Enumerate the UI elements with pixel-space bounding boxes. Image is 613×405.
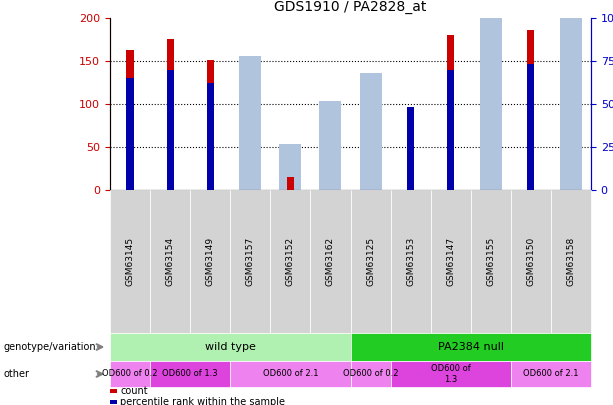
Text: OD600 of 0.2: OD600 of 0.2 <box>102 369 158 379</box>
Bar <box>167 38 173 190</box>
Bar <box>527 30 535 190</box>
Title: GDS1910 / PA2828_at: GDS1910 / PA2828_at <box>274 0 427 14</box>
Text: OD600 of 2.1: OD600 of 2.1 <box>262 369 318 379</box>
Bar <box>126 78 134 190</box>
Text: GSM63152: GSM63152 <box>286 237 295 286</box>
Bar <box>407 107 414 190</box>
Bar <box>207 60 214 190</box>
Text: PA2384 null: PA2384 null <box>438 342 504 352</box>
Text: GSM63154: GSM63154 <box>166 237 175 286</box>
Text: wild type: wild type <box>205 342 256 352</box>
Text: GSM63150: GSM63150 <box>527 237 535 286</box>
Bar <box>319 100 341 190</box>
Text: OD600 of 1.3: OD600 of 1.3 <box>162 369 218 379</box>
Text: OD600 of
1.3: OD600 of 1.3 <box>431 364 471 384</box>
Bar <box>480 18 502 190</box>
Text: count: count <box>120 386 148 396</box>
Bar <box>239 56 261 190</box>
Text: GSM63147: GSM63147 <box>446 237 455 286</box>
Bar <box>126 50 134 190</box>
Text: GSM63157: GSM63157 <box>246 237 255 286</box>
Text: GSM63155: GSM63155 <box>486 237 495 286</box>
Bar <box>167 70 173 190</box>
Bar <box>447 35 454 190</box>
Text: GSM63145: GSM63145 <box>126 237 134 286</box>
Bar <box>207 83 214 190</box>
Bar <box>280 143 302 190</box>
Text: GSM63158: GSM63158 <box>566 237 576 286</box>
Bar <box>560 0 582 190</box>
Bar <box>319 148 341 190</box>
Text: GSM63153: GSM63153 <box>406 237 415 286</box>
Text: other: other <box>3 369 29 379</box>
Text: OD600 of 2.1: OD600 of 2.1 <box>523 369 579 379</box>
Text: GSM63149: GSM63149 <box>206 237 215 286</box>
Text: GSM63125: GSM63125 <box>366 237 375 286</box>
Bar <box>447 70 454 190</box>
Bar <box>280 177 302 190</box>
Text: GSM63162: GSM63162 <box>326 237 335 286</box>
Bar <box>527 64 535 190</box>
Bar <box>239 117 261 190</box>
Bar <box>480 91 502 190</box>
Text: OD600 of 0.2: OD600 of 0.2 <box>343 369 398 379</box>
Bar <box>407 107 414 190</box>
Text: genotype/variation: genotype/variation <box>3 342 96 352</box>
Text: percentile rank within the sample: percentile rank within the sample <box>120 397 286 405</box>
Bar <box>359 130 381 190</box>
Bar <box>359 73 381 190</box>
Bar <box>560 28 582 190</box>
Bar <box>287 177 294 190</box>
